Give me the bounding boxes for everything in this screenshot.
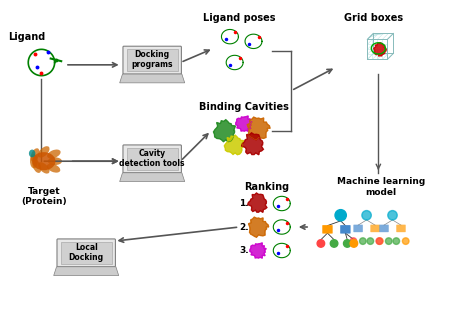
Text: Ligand: Ligand [9, 32, 46, 42]
Circle shape [362, 211, 371, 220]
FancyBboxPatch shape [61, 242, 112, 264]
FancyBboxPatch shape [57, 239, 116, 267]
Circle shape [350, 238, 357, 244]
Polygon shape [224, 135, 244, 155]
Polygon shape [250, 243, 266, 258]
Circle shape [385, 238, 392, 244]
Ellipse shape [47, 150, 61, 158]
FancyBboxPatch shape [370, 225, 380, 232]
Ellipse shape [48, 157, 62, 165]
Ellipse shape [47, 164, 60, 173]
Ellipse shape [32, 159, 41, 173]
Polygon shape [119, 173, 185, 182]
Text: Ranking: Ranking [244, 182, 289, 192]
Polygon shape [248, 193, 267, 212]
Polygon shape [119, 74, 185, 83]
FancyBboxPatch shape [123, 145, 182, 173]
Circle shape [359, 238, 366, 244]
Circle shape [393, 238, 400, 244]
Polygon shape [374, 43, 386, 56]
FancyBboxPatch shape [127, 49, 178, 71]
Circle shape [376, 238, 383, 244]
Circle shape [402, 238, 409, 244]
Polygon shape [54, 267, 118, 275]
Polygon shape [242, 133, 264, 155]
Ellipse shape [30, 148, 40, 162]
Circle shape [350, 240, 357, 247]
Text: Local
Docking: Local Docking [69, 243, 104, 262]
Polygon shape [213, 120, 236, 142]
Circle shape [367, 238, 374, 244]
Text: Cavity
detection tools: Cavity detection tools [119, 149, 185, 168]
Polygon shape [236, 116, 252, 131]
FancyBboxPatch shape [396, 225, 406, 232]
FancyBboxPatch shape [340, 225, 351, 233]
Circle shape [376, 238, 383, 244]
Circle shape [335, 210, 346, 221]
Polygon shape [247, 117, 270, 140]
Ellipse shape [38, 146, 50, 158]
Ellipse shape [29, 150, 36, 157]
Text: Binding Cavities: Binding Cavities [199, 102, 289, 112]
Text: Machine learning
model: Machine learning model [337, 177, 425, 197]
Text: 3.: 3. [239, 246, 249, 255]
Text: Grid boxes: Grid boxes [344, 13, 403, 23]
Ellipse shape [38, 162, 50, 174]
FancyBboxPatch shape [127, 148, 178, 170]
FancyBboxPatch shape [322, 225, 333, 233]
Text: Target
(Protein): Target (Protein) [21, 187, 67, 206]
Circle shape [344, 240, 351, 247]
Text: 1.: 1. [239, 199, 249, 208]
Ellipse shape [32, 152, 55, 170]
Polygon shape [248, 217, 269, 237]
FancyBboxPatch shape [379, 225, 389, 232]
FancyBboxPatch shape [123, 46, 182, 74]
FancyBboxPatch shape [354, 225, 363, 232]
Circle shape [330, 240, 338, 247]
Circle shape [317, 240, 325, 247]
Text: 2.: 2. [239, 223, 249, 232]
Text: Docking
programs: Docking programs [131, 50, 173, 69]
Text: Ligand poses: Ligand poses [203, 13, 275, 23]
Ellipse shape [30, 154, 38, 168]
Circle shape [388, 211, 397, 220]
